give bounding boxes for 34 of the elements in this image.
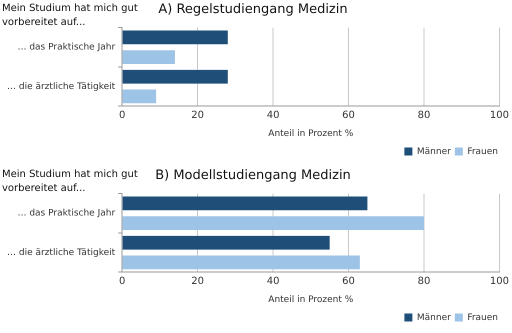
bar <box>122 30 228 44</box>
bar <box>122 90 156 104</box>
x-tick-label: 20 <box>191 276 204 287</box>
x-tick-label: 100 <box>490 110 510 121</box>
x-tick-label: 0 <box>118 276 126 287</box>
annotation: Mein Studium hat mich gut vorbereitet auf... <box>2 169 138 194</box>
x-axis-title: Anteil in Prozent % <box>268 294 354 305</box>
annotation: Mein Studium hat mich gut vorbereitet auf... <box>2 3 138 28</box>
bar <box>122 196 368 210</box>
y-tick-label: … die ärztliche Tätigkeit <box>7 248 116 258</box>
bar <box>122 256 360 270</box>
y-tick-label: … die ärztliche Tätigkeit <box>7 82 116 92</box>
bar <box>122 50 175 64</box>
legend-label: Frauen <box>467 312 498 323</box>
x-axis-title: Anteil in Prozent % <box>268 128 354 139</box>
x-tick-label: 80 <box>418 276 430 287</box>
legend-label: Frauen <box>467 146 498 157</box>
x-tick-label: 20 <box>191 110 204 121</box>
x-tick-label: 80 <box>418 110 430 121</box>
legend-label: Männer <box>416 146 452 157</box>
x-tick-label: 60 <box>342 110 355 121</box>
x-tick-label: 40 <box>266 276 280 287</box>
bar <box>122 216 424 230</box>
y-tick-label: … das Praktische Jahr <box>17 42 116 53</box>
y-tick-label: … das Praktische Jahr <box>17 208 116 219</box>
chart-title: B) Modellstudiengang Medizin <box>155 168 351 184</box>
legend-label: Männer <box>416 312 452 323</box>
x-tick-label: 40 <box>266 110 280 121</box>
chart-title: A) Regelstudiengang Medizin <box>158 2 348 18</box>
x-tick-label: 0 <box>118 110 126 121</box>
bar <box>122 70 228 84</box>
bar <box>122 236 330 250</box>
x-tick-label: 100 <box>490 276 510 287</box>
x-tick-label: 60 <box>342 276 355 287</box>
